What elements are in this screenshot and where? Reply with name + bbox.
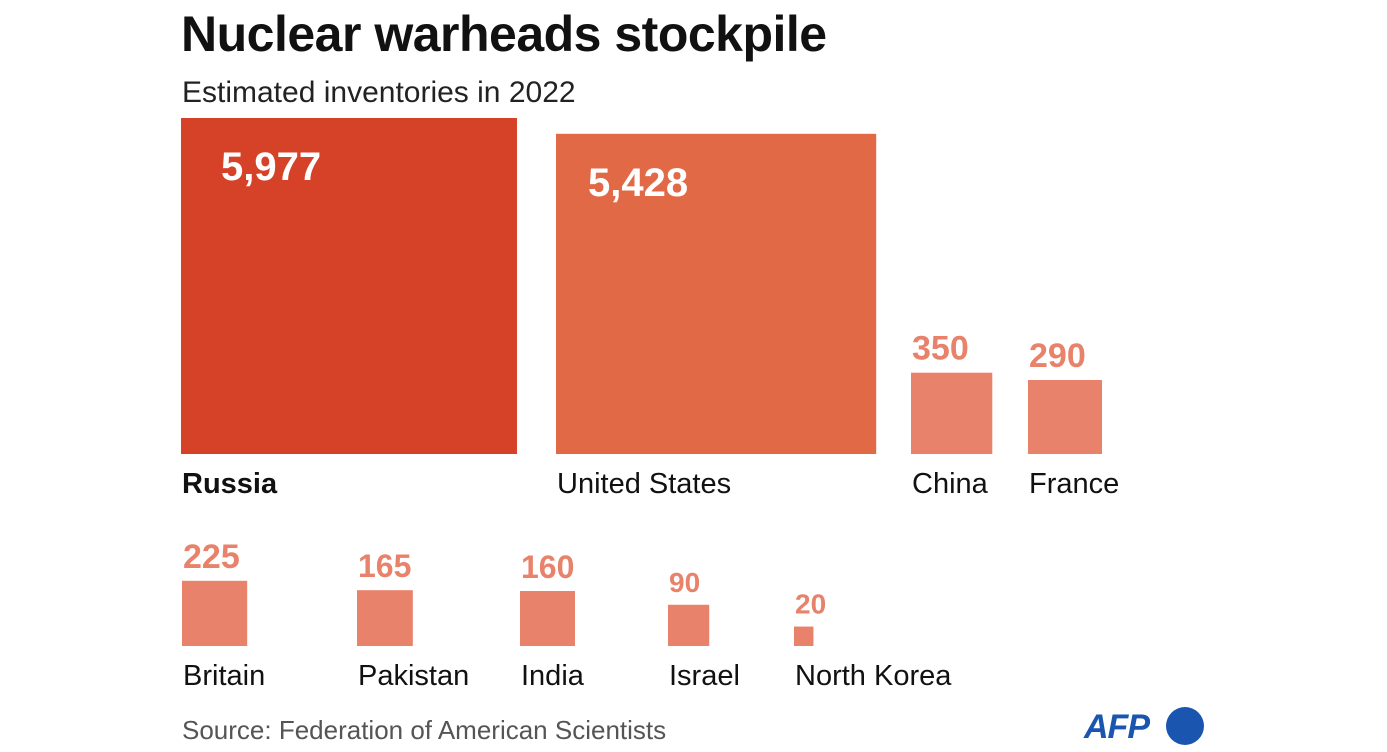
value-label-united-states: 5,428 — [588, 161, 688, 205]
value-label-israel: 90 — [669, 567, 700, 598]
afp-logo-dot-icon — [1166, 707, 1204, 745]
value-label-china: 350 — [912, 330, 969, 368]
bar-britain — [182, 580, 248, 646]
category-label-france: France — [1029, 468, 1119, 500]
category-label-china: China — [912, 468, 989, 500]
bar-china — [911, 372, 993, 454]
bar-india — [520, 591, 575, 646]
value-label-north-korea: 20 — [795, 589, 826, 620]
value-label-france: 290 — [1029, 337, 1086, 375]
afp-logo: AFP — [1084, 704, 1214, 750]
value-label-india: 160 — [521, 549, 574, 585]
bar-pakistan — [357, 590, 413, 646]
bar-north-korea — [794, 626, 814, 646]
chart-subtitle: Estimated inventories in 2022 — [182, 76, 576, 109]
value-label-britain: 225 — [183, 538, 240, 576]
bar-united-states — [556, 133, 877, 454]
category-label-britain: Britain — [183, 660, 265, 692]
value-label-russia: 5,977 — [221, 145, 321, 189]
bar-israel — [668, 604, 710, 646]
afp-logo-text: AFP — [1084, 708, 1150, 746]
bar-russia — [181, 118, 517, 454]
category-label-united-states: United States — [557, 468, 731, 500]
chart-source: Source: Federation of American Scientist… — [182, 715, 667, 745]
category-label-pakistan: Pakistan — [358, 660, 469, 692]
chart-title: Nuclear warheads stockpile — [181, 6, 827, 62]
category-label-israel: Israel — [669, 660, 740, 692]
bar-france — [1028, 379, 1103, 454]
category-label-north-korea: North Korea — [795, 660, 952, 692]
value-label-pakistan: 165 — [358, 548, 411, 584]
category-label-india: India — [521, 660, 585, 692]
category-label-russia: Russia — [182, 468, 278, 500]
